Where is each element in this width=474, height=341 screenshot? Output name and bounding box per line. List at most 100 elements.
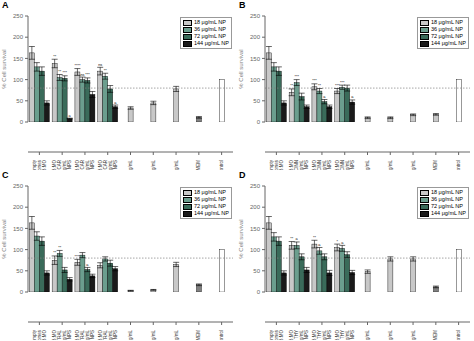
svg-text:***: *** xyxy=(294,75,299,79)
html-text:18 μg/mL NP: 18 μg/mL NP xyxy=(193,189,226,195)
html-text:18 μg/mL NP: 18 μg/mL NP xyxy=(430,19,463,25)
svg-text:a: a xyxy=(351,95,354,99)
svg-text:**: ** xyxy=(58,70,61,74)
svg-text:*: * xyxy=(336,240,338,244)
svg-text:200: 200 xyxy=(13,34,24,40)
svg-text:0: 0 xyxy=(257,289,261,295)
html-text:C: C xyxy=(2,170,9,180)
svg-text:a: a xyxy=(341,241,344,245)
svg-text:250: 250 xyxy=(13,13,24,19)
svg-text:DODAB:MOCAR128μg/mLNPS: DODAB:MOCAR128μg/mLNPS xyxy=(52,159,72,170)
svg-text:a: a xyxy=(296,237,299,241)
svg-text:DODAB:MOTHY32 μg/mLNPS: DODAB:MOTHY32 μg/mLNPS xyxy=(335,330,355,340)
svg-text:CAR 64 μg/mL: CAR 64 μg/mL xyxy=(151,160,156,170)
svg-text:EmptyLiposomesDODAB:MO: EmptyLiposomesDODAB:MO xyxy=(32,159,47,170)
svg-text:150: 150 xyxy=(13,226,24,232)
svg-text:a: a xyxy=(318,243,321,247)
svg-text:DODAB:MOCINN16 μg/mLNPS: DODAB:MOCINN16 μg/mLNPS xyxy=(335,160,355,170)
svg-text:150: 150 xyxy=(250,56,261,62)
html-text:144 μg/mL NP: 144 μg/mL NP xyxy=(193,40,229,46)
svg-text:DODAB:MOCINN64 μg/mLNPS: DODAB:MOCINN64 μg/mLNPS xyxy=(289,160,309,170)
html-text:72 μg/mL NP: 72 μg/mL NP xyxy=(430,33,463,39)
svg-text:CITRAL 128μg/mL: CITRAL 128μg/mL xyxy=(151,330,156,340)
html-text:144 μg/mL NP: 144 μg/mL NP xyxy=(430,40,466,46)
svg-text:Thy 64 μg/mL: Thy 64 μg/mL xyxy=(388,330,393,340)
svg-text:Growth control: Growth control xyxy=(219,330,224,340)
svg-text:100: 100 xyxy=(13,77,24,83)
html-text:D: D xyxy=(239,170,246,180)
html-text:72 μg/mL NP: 72 μg/mL NP xyxy=(193,33,226,39)
svg-text:200: 200 xyxy=(250,34,261,40)
svg-text:CINN 32 μg/mL: CINN 32 μg/mL xyxy=(388,160,393,170)
svg-text:% Cell survival: % Cell survival xyxy=(238,219,244,258)
svg-text:CAR 32 μg/mL: CAR 32 μg/mL xyxy=(174,160,179,170)
svg-text:50: 50 xyxy=(253,268,260,274)
svg-text:CITRAL 256μg/mL: CITRAL 256μg/mL xyxy=(128,330,133,340)
svg-text:**: ** xyxy=(53,251,56,255)
svg-text:0: 0 xyxy=(20,289,24,295)
svg-text:% Cell survival: % Cell survival xyxy=(238,49,244,88)
svg-text:DODAB:MOCAR64 μg/mLNPS: DODAB:MOCAR64 μg/mLNPS xyxy=(75,159,95,170)
svg-text:CINN 64 μg/mL: CINN 64 μg/mL xyxy=(365,160,370,170)
svg-text:DODAB:MOTHY64 μg/mLNPS: DODAB:MOTHY64 μg/mLNPS xyxy=(312,330,332,340)
svg-text:0: 0 xyxy=(257,119,261,125)
svg-text:ns: ns xyxy=(98,63,102,67)
svg-text:Thy 128μg/mL: Thy 128μg/mL xyxy=(365,330,370,340)
svg-text:Tris-DMEM: Tris-DMEM xyxy=(196,160,201,170)
svg-text:50: 50 xyxy=(253,98,260,104)
svg-text:CITRAL 64μg/mL: CITRAL 64μg/mL xyxy=(174,330,179,340)
svg-text:DODAB:MOCITRAL128μg/mLNPS: DODAB:MOCITRAL128μg/mLNPS xyxy=(75,330,95,340)
svg-text:EmptyLiposomesDODAB:MO: EmptyLiposomesDODAB:MO xyxy=(32,329,47,340)
svg-text:**: ** xyxy=(58,246,61,250)
svg-text:****: **** xyxy=(74,64,80,68)
svg-text:Tris-DMEM: Tris-DMEM xyxy=(433,160,438,170)
svg-text:CAR 128 μg/mL: CAR 128 μg/mL xyxy=(128,160,133,170)
svg-text:a: a xyxy=(114,101,117,105)
svg-text:EmptyLiposomesDODAB:MO: EmptyLiposomesDODAB:MO xyxy=(269,329,284,340)
svg-text:Tris-DMEM: Tris-DMEM xyxy=(196,330,201,340)
svg-text:100: 100 xyxy=(250,247,261,253)
svg-text:Growth control: Growth control xyxy=(456,330,461,340)
svg-text:100: 100 xyxy=(250,77,261,83)
svg-text:Growth control: Growth control xyxy=(219,160,224,170)
svg-text:100: 100 xyxy=(13,247,24,253)
svg-text:**: ** xyxy=(290,237,293,241)
svg-text:a: a xyxy=(323,95,326,99)
svg-text:ns: ns xyxy=(80,73,84,77)
svg-text:***: *** xyxy=(85,73,90,77)
svg-text:200: 200 xyxy=(13,204,24,210)
svg-text:Growth control: Growth control xyxy=(456,160,461,170)
svg-text:DODAB:MOTHY128μg/mLNPS: DODAB:MOTHY128μg/mLNPS xyxy=(289,330,309,340)
svg-text:Thy 32 μg/mL: Thy 32 μg/mL xyxy=(411,330,416,340)
svg-text:150: 150 xyxy=(13,56,24,62)
html-text:18 μg/mL NP: 18 μg/mL NP xyxy=(193,19,226,25)
svg-text:200: 200 xyxy=(250,204,261,210)
svg-text:150: 150 xyxy=(250,226,261,232)
svg-text:CINN 16 μg/mL: CINN 16 μg/mL xyxy=(411,160,416,170)
svg-text:**: ** xyxy=(104,69,107,73)
svg-text:***: *** xyxy=(340,81,345,85)
html-text:A: A xyxy=(2,0,9,10)
svg-text:EmptyLiposomesDODAB:MO: EmptyLiposomesDODAB:MO xyxy=(269,159,284,170)
svg-text:250: 250 xyxy=(13,183,24,189)
svg-text:Tris-4μMEM: Tris-4μMEM xyxy=(433,330,438,340)
svg-text:50: 50 xyxy=(16,98,23,104)
svg-text:DODAB:MOCAR32 μg/mLNPS: DODAB:MOCAR32 μg/mLNPS xyxy=(98,159,118,170)
svg-text:a: a xyxy=(69,114,72,118)
svg-text:50: 50 xyxy=(16,268,23,274)
svg-text:***: *** xyxy=(62,71,67,75)
html-text:36 μg/mL NP: 36 μg/mL NP xyxy=(193,26,226,32)
svg-text:**: ** xyxy=(53,55,56,59)
svg-text:***: *** xyxy=(312,79,317,83)
svg-text:DODAB:MOCITRAL64μg/mLNPS: DODAB:MOCITRAL64μg/mLNPS xyxy=(98,330,118,340)
svg-text:**: ** xyxy=(318,84,321,88)
svg-text:250: 250 xyxy=(250,13,261,19)
html-text:B: B xyxy=(239,0,246,10)
svg-text:**: ** xyxy=(313,236,316,240)
svg-text:DODAB:MOCINN32 μg/mLNPS: DODAB:MOCINN32 μg/mLNPS xyxy=(312,160,332,170)
svg-text:250: 250 xyxy=(250,183,261,189)
html-text:36 μg/mL NP: 36 μg/mL NP xyxy=(430,26,463,32)
svg-text:0: 0 xyxy=(20,119,24,125)
svg-text:DODAB:MOCITRAL256μg/mLNPS: DODAB:MOCITRAL256μg/mLNPS xyxy=(52,330,72,340)
svg-text:a: a xyxy=(86,263,89,267)
